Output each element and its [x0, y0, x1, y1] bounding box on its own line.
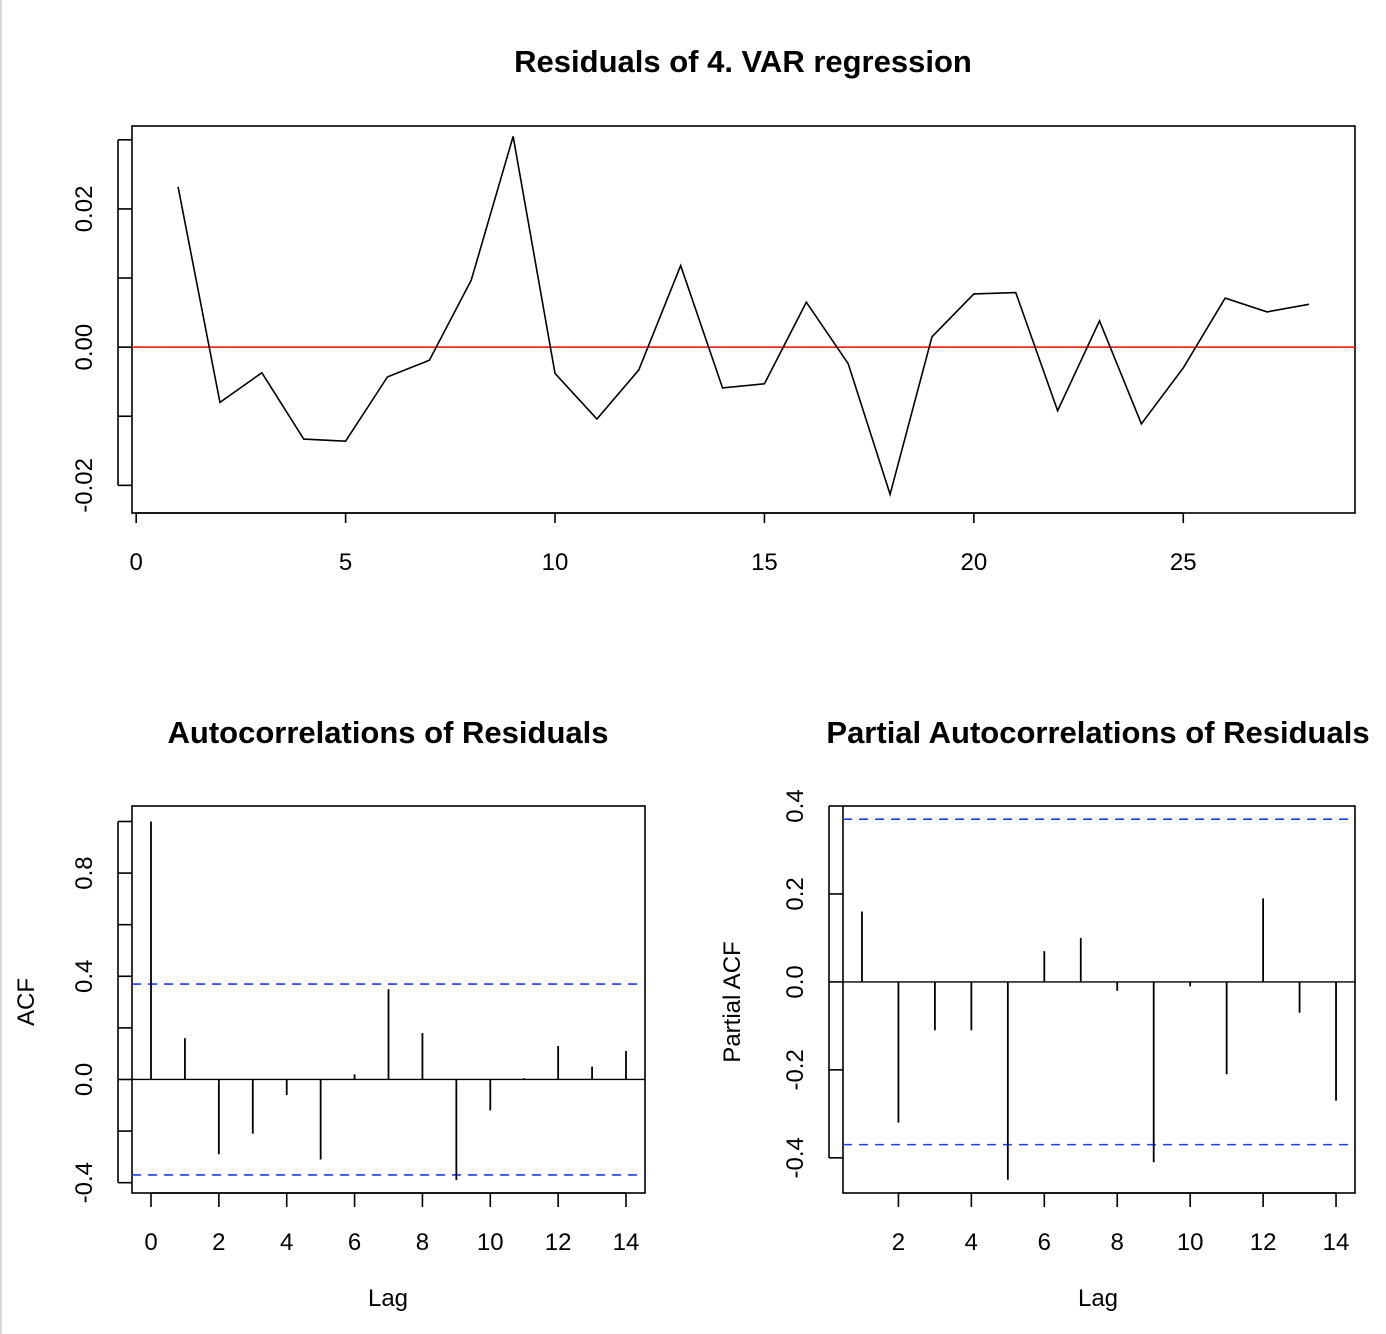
pacf-y-tick-label: 0.2	[782, 877, 809, 910]
pacf-axes: 2 4 6 8 10 12 14 -0.4 -0.2 0.0 0.2 0.4	[782, 789, 1349, 1256]
acf-y-tick-label: -0.4	[71, 1162, 98, 1203]
pacf-plot-frame	[842, 805, 1356, 1194]
residuals-x-tick-label: 25	[1170, 549, 1197, 576]
pacf-y-tick-label: -0.2	[782, 1049, 809, 1090]
pacf-x-tick-label: 12	[1250, 1229, 1277, 1256]
acf-panel: Autocorrelations of Residuals Lag ACF 0 2…	[13, 715, 646, 1312]
pacf-y-tick-label: -0.4	[782, 1137, 809, 1178]
pacf-x-axis-label: Lag	[1078, 1285, 1118, 1312]
residuals-x-tick-label: 5	[339, 549, 352, 576]
acf-marks	[132, 821, 645, 1181]
residuals-x-tick-label: 0	[130, 549, 143, 576]
pacf-x-tick-label: 2	[892, 1229, 905, 1256]
pacf-y-tick-label: 0.4	[782, 789, 809, 822]
residuals-y-tick-label: -0.02	[71, 458, 98, 513]
residuals-title: Residuals of 4. VAR regression	[514, 44, 972, 79]
pacf-title: Partial Autocorrelations of Residuals	[826, 715, 1369, 750]
residuals-marks	[132, 136, 1355, 498]
pacf-marks	[843, 818, 1355, 1180]
acf-x-axis-label: Lag	[368, 1285, 408, 1312]
residuals-x-tick-label: 15	[751, 549, 778, 576]
residuals-x-tick-label: 10	[542, 549, 569, 576]
acf-y-tick-label: 0.4	[71, 960, 98, 993]
residuals-panel: Residuals of 4. VAR regression 0 5 10 15 20 2…	[71, 44, 1356, 576]
pacf-x-tick-label: 6	[1038, 1229, 1051, 1256]
residuals-x-tick-label: 20	[961, 549, 988, 576]
acf-axes: 0 2 4 6 8 10 12 14 -0.4 0.0 0.4 0.8	[71, 820, 640, 1256]
pacf-y-axis-label: Partial ACF	[719, 941, 746, 1062]
acf-x-tick-label: 6	[348, 1229, 361, 1256]
acf-y-tick-label: 0.8	[71, 856, 98, 889]
acf-y-axis-label: ACF	[13, 978, 40, 1026]
acf-x-tick-label: 4	[280, 1229, 293, 1256]
pacf-x-tick-label: 8	[1111, 1229, 1124, 1256]
pacf-x-tick-label: 10	[1177, 1229, 1204, 1256]
acf-title: Autocorrelations of Residuals	[168, 715, 609, 750]
residuals-axes: 0 5 10 15 20 25 -0.02 0.00 0.02	[71, 139, 1197, 576]
residuals-plot-frame	[131, 125, 1356, 514]
pacf-x-tick-label: 4	[965, 1229, 978, 1256]
residuals-y-tick-label: 0.02	[71, 186, 98, 233]
acf-y-tick-label: 0.0	[71, 1063, 98, 1096]
pacf-x-tick-label: 14	[1323, 1229, 1350, 1256]
acf-x-tick-label: 8	[416, 1229, 429, 1256]
residuals-y-tick-label: 0.00	[71, 324, 98, 371]
acf-x-tick-label: 14	[613, 1229, 640, 1256]
pacf-panel: Partial Autocorrelations of Residuals La…	[719, 715, 1370, 1312]
acf-x-tick-label: 12	[545, 1229, 572, 1256]
acf-x-tick-label: 2	[212, 1229, 225, 1256]
acf-x-tick-label: 0	[144, 1229, 157, 1256]
acf-x-tick-label: 10	[477, 1229, 504, 1256]
residuals-series-line	[177, 136, 1310, 498]
pacf-y-tick-label: 0.0	[782, 965, 809, 998]
